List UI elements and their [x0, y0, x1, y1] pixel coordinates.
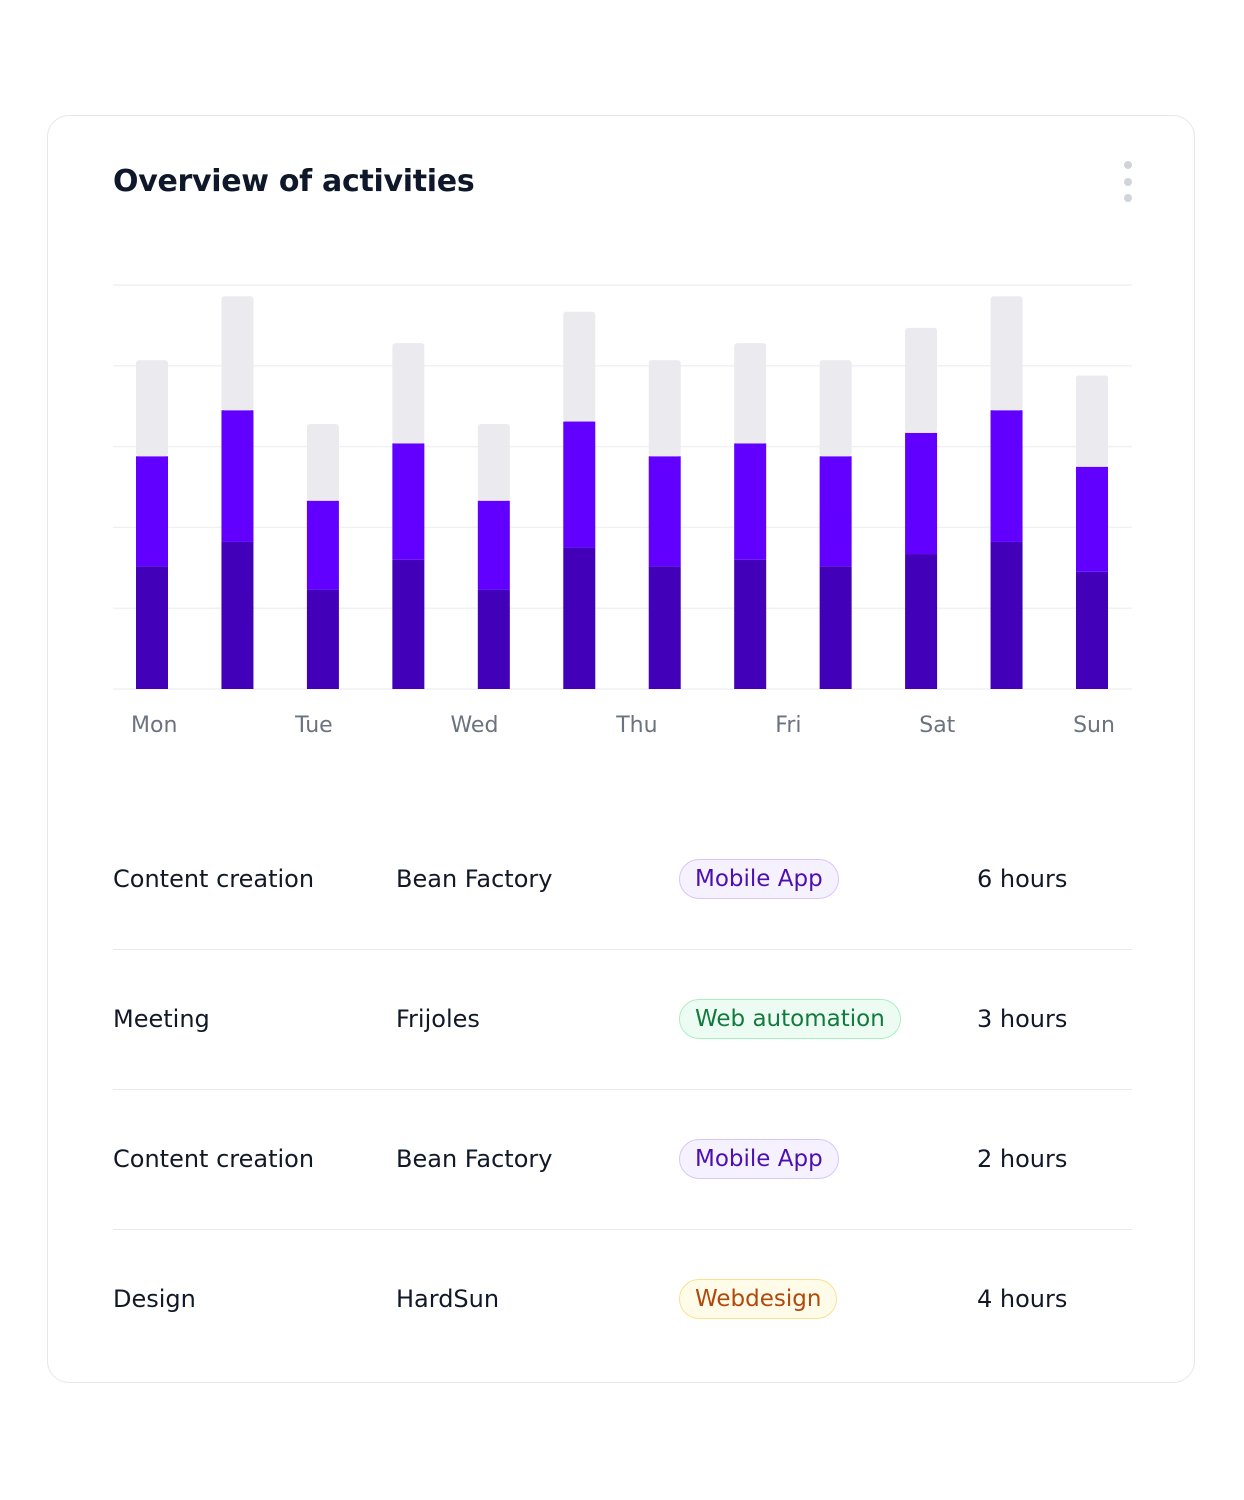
table-row: Content creation Bean Factory Mobile App 6 …: [113, 809, 1132, 950]
bar-segment: [477, 500, 510, 590]
bar-segment: [563, 421, 596, 548]
bar-segment: [819, 360, 852, 457]
bar-segment: [648, 456, 681, 567]
table-cell: HardSun: [396, 1285, 500, 1313]
bar-segment: [905, 327, 938, 433]
table-cell: 2 hours: [977, 1145, 1068, 1173]
card-title: Overview of activities: [113, 164, 475, 199]
table-cell: Bean Factory: [396, 1145, 553, 1173]
table-cell: Design: [113, 1285, 196, 1313]
x-label: Wed: [450, 713, 499, 738]
menu-dot[interactable]: [1124, 161, 1132, 169]
project-tag: Mobile App: [679, 859, 839, 899]
table-cell: Meeting: [113, 1005, 210, 1033]
menu-dot[interactable]: [1124, 194, 1132, 202]
bar-segment: [392, 343, 425, 444]
bar-segment: [392, 559, 425, 689]
project-tag: Mobile App: [679, 1139, 839, 1179]
bar-segment: [306, 589, 339, 689]
bar-segment: [306, 500, 339, 590]
bar-segment: [990, 296, 1023, 411]
bar-segment: [819, 566, 852, 689]
bar-segment: [1076, 375, 1108, 467]
bar-segment: [136, 456, 168, 567]
table-cell: 6 hours: [977, 865, 1068, 893]
x-label: Mon: [131, 713, 178, 738]
bar-segment: [648, 566, 681, 689]
table-cell: Frijoles: [396, 1005, 480, 1033]
bar-segment: [905, 554, 938, 689]
table-cell: Bean Factory: [396, 865, 553, 893]
bar-segment: [734, 443, 767, 560]
bar-segment: [648, 360, 681, 457]
bar-segment: [990, 541, 1023, 689]
card: [47, 115, 1195, 1383]
table-row: Meeting Frijoles Web automation 3 hours: [113, 949, 1132, 1090]
table-row: Content creation Bean Factory Mobile App 2 …: [113, 1089, 1132, 1230]
bar-segment: [563, 547, 596, 689]
bar-segment: [563, 311, 596, 422]
table-cell: Content creation: [113, 1145, 315, 1173]
table-cell: 4 hours: [977, 1285, 1068, 1313]
bar-segment: [905, 432, 938, 555]
bar-segment: [1076, 571, 1108, 689]
bar-segment: [221, 296, 254, 411]
x-labels: Mon Tue Wed Thu Fri Sat Sun: [131, 713, 1115, 738]
table-cell: 3 hours: [977, 1005, 1068, 1033]
bar-segment: [477, 423, 510, 501]
x-label: Thu: [616, 713, 658, 738]
bar-segment: [819, 456, 852, 567]
bar-segment: [477, 589, 510, 689]
bar-segment: [136, 360, 168, 457]
x-label: Sun: [1073, 713, 1115, 738]
bar-segment: [221, 410, 254, 542]
bar-segment: [990, 410, 1023, 542]
x-label: Tue: [295, 713, 333, 738]
x-label: Fri: [775, 713, 802, 738]
bar-segment: [221, 541, 254, 689]
chart: [113, 284, 1132, 690]
bar-segment: [734, 559, 767, 689]
menu-dot[interactable]: [1124, 178, 1132, 186]
bar-segment: [136, 566, 168, 689]
x-label: Sat: [919, 713, 956, 738]
bar-segment: [306, 423, 339, 501]
project-tag: Web automation: [679, 999, 901, 1039]
bar-segment: [1076, 466, 1108, 572]
bar-segment: [734, 343, 767, 444]
bar-segment: [392, 443, 425, 560]
table-cell: Content creation: [113, 865, 315, 893]
table-row: Design HardSun Webdesign 4 hours: [113, 1229, 1132, 1369]
project-tag: Webdesign: [679, 1279, 838, 1319]
